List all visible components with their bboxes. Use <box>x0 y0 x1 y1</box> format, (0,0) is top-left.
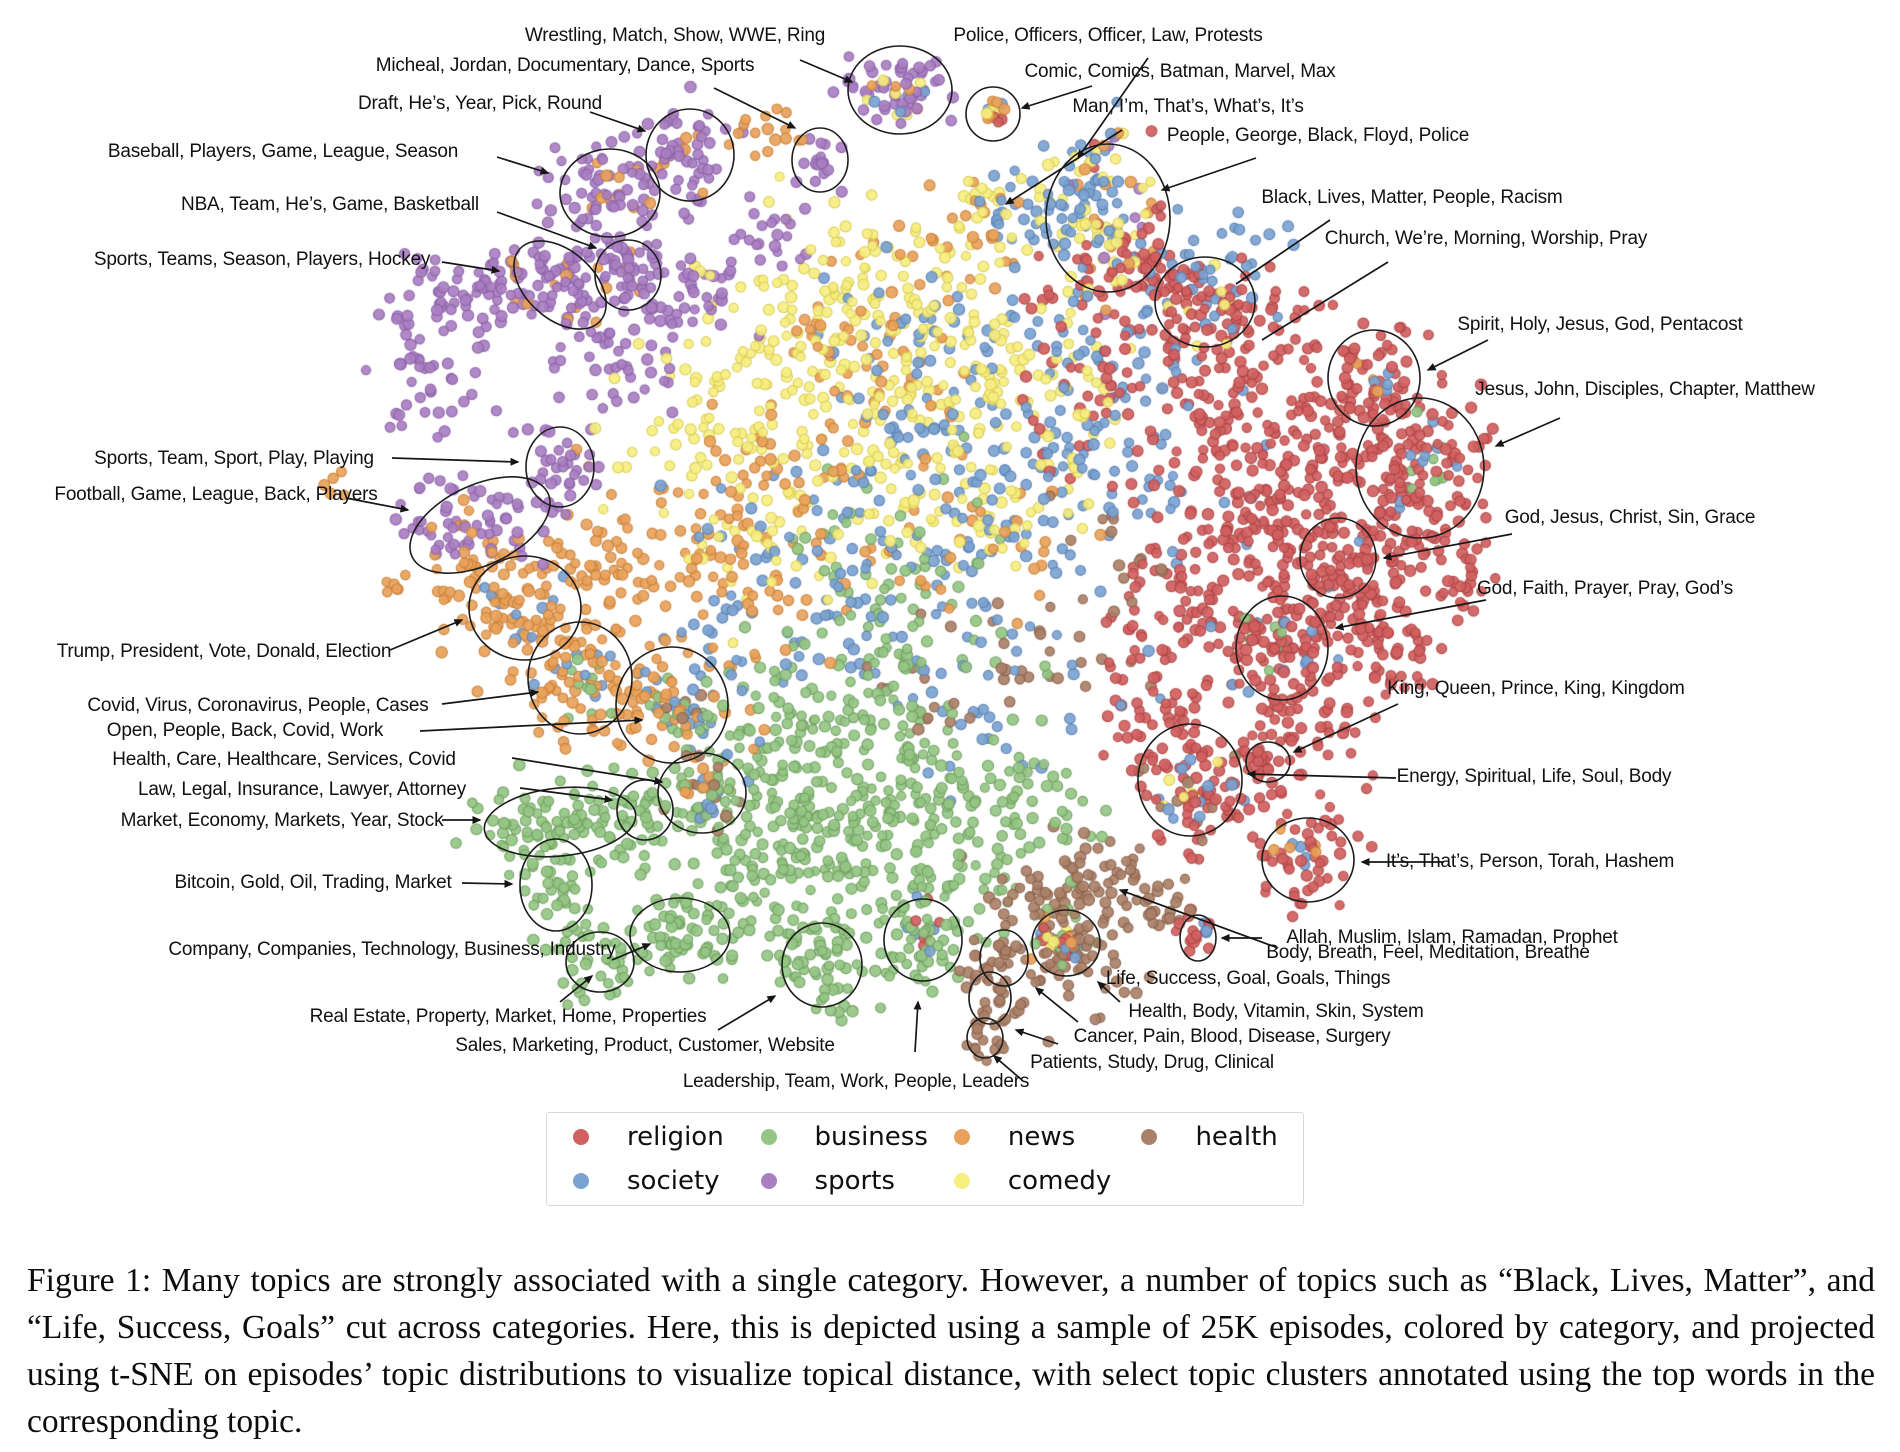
legend-label: sports <box>814 1166 895 1196</box>
cluster-annotation-covid: Covid, Virus, Coronavirus, People, Cases <box>87 695 429 716</box>
legend-color-dot <box>760 1129 777 1145</box>
legend-label: health <box>1195 1122 1278 1152</box>
cluster-annotation-bitcoin: Bitcoin, Gold, Oil, Trading, Market <box>174 872 452 893</box>
legend-color-dot <box>953 1173 970 1189</box>
cluster-annotation-micheal-jordan: Micheal, Jordan, Documentary, Dance, Spo… <box>375 55 755 76</box>
legend-label: news <box>1007 1122 1076 1152</box>
cluster-annotation-trump: Trump, President, Vote, Donald, Election <box>56 641 392 662</box>
legend-label: society <box>627 1166 720 1196</box>
cluster-annotation-comic: Comic, Comics, Batman, Marvel, Max <box>1024 61 1336 82</box>
cluster-annotation-king: King, Queen, Prince, King, Kingdom <box>1387 678 1685 699</box>
legend-color-dot <box>573 1173 589 1189</box>
legend-color-dot <box>760 1173 777 1189</box>
cluster-annotation-torah: It’s, That’s, Person, Torah, Hashem <box>1385 851 1675 872</box>
cluster-annotation-allah: Allah, Muslim, Islam, Ramadan, Prophet <box>1286 927 1618 948</box>
legend-label: religion <box>627 1122 724 1152</box>
cluster-annotation-sports-play: Sports, Team, Sport, Play, Playing <box>94 448 374 469</box>
legend-label: comedy <box>1007 1166 1112 1196</box>
cluster-annotation-real-estate: Real Estate, Property, Market, Home, Pro… <box>309 1006 707 1027</box>
legend-label: business <box>814 1122 928 1152</box>
cluster-annotation-god-faith: God, Faith, Prayer, Pray, God’s <box>1476 578 1734 599</box>
legend-item: sports <box>735 1166 928 1196</box>
cluster-annotation-people-george: People, George, Black, Floyd, Police <box>1166 125 1470 146</box>
legend-item: religion <box>547 1122 735 1152</box>
cluster-annotation-life-success: Life, Success, Goal, Goals, Things <box>1105 968 1391 989</box>
legend-item: business <box>735 1122 928 1152</box>
tsne-figure: Wrestling, Match, Show, WWE, Ring Micheal… <box>0 0 1900 1240</box>
cluster-annotation-open-covid: Open, People, Back, Covid, Work <box>106 720 384 741</box>
legend-item: comedy <box>928 1166 1116 1196</box>
cluster-annotation-law: Law, Legal, Insurance, Lawyer, Attorney <box>137 779 467 800</box>
cluster-annotation-sales: Sales, Marketing, Product, Customer, Web… <box>455 1035 835 1056</box>
cluster-annotation-jesus-john: Jesus, John, Disciples, Chapter, Matthew <box>1475 379 1815 400</box>
scatter-plot-canvas <box>0 0 1900 1240</box>
cluster-annotation-cancer: Cancer, Pain, Blood, Disease, Surgery <box>1073 1026 1391 1047</box>
cluster-annotation-draft: Draft, He’s, Year, Pick, Round <box>358 93 602 114</box>
legend-item: society <box>547 1166 735 1196</box>
cluster-annotation-god-jesus: God, Jesus, Christ, Sin, Grace <box>1504 507 1756 528</box>
cluster-annotation-man-im: Man, I’m, That’s, What’s, It’s <box>1072 96 1304 117</box>
cluster-annotation-company: Company, Companies, Technology, Business… <box>168 939 616 960</box>
cluster-annotation-body-breath: Body, Breath, Feel, Meditation, Breathe <box>1266 942 1590 963</box>
cluster-annotation-church: Church, We’re, Morning, Worship, Pray <box>1324 228 1648 249</box>
cluster-annotation-leadership: Leadership, Team, Work, People, Leaders <box>682 1071 1030 1092</box>
cluster-annotation-football: Football, Game, League, Back, Players <box>54 484 378 505</box>
cluster-annotation-blm: Black, Lives, Matter, People, Racism <box>1261 187 1563 208</box>
cluster-annotation-spirit: Spirit, Holy, Jesus, God, Pentacost <box>1457 314 1743 335</box>
legend-color-dot <box>953 1129 970 1145</box>
legend-color-dot <box>573 1129 589 1145</box>
legend-item: news <box>928 1122 1116 1152</box>
chart-legend: religion society business sports news co… <box>546 1112 1304 1206</box>
cluster-annotation-baseball: Baseball, Players, Game, League, Season <box>107 141 459 162</box>
figure-caption: Figure 1: Many topics are strongly assoc… <box>27 1262 1875 1440</box>
cluster-annotation-police: Police, Officers, Officer, Law, Protests <box>953 25 1263 46</box>
cluster-annotation-health-vitamin: Health, Body, Vitamin, Skin, System <box>1128 1001 1424 1022</box>
cluster-annotation-nba: NBA, Team, He’s, Game, Basketball <box>181 194 479 215</box>
cluster-annotation-energy: Energy, Spiritual, Life, Soul, Body <box>1396 766 1672 787</box>
cluster-annotation-patients: Patients, Study, Drug, Clinical <box>1030 1052 1274 1073</box>
cluster-annotation-wrestling: Wrestling, Match, Show, WWE, Ring <box>524 25 826 46</box>
cluster-annotation-healthcare: Health, Care, Healthcare, Services, Covi… <box>112 749 456 770</box>
cluster-annotation-market: Market, Economy, Markets, Year, Stock <box>120 810 444 831</box>
cluster-annotation-hockey: Sports, Teams, Season, Players, Hockey <box>93 249 431 270</box>
legend-item: health <box>1115 1122 1303 1152</box>
legend-color-dot <box>1141 1129 1158 1145</box>
